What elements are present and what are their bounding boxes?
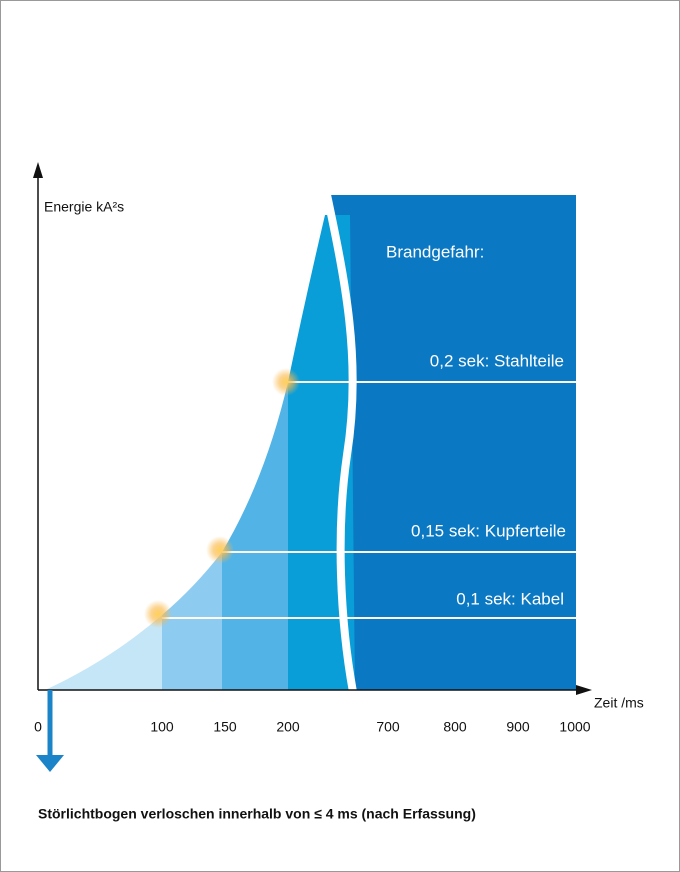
energy-area [45,215,355,690]
glow [144,600,172,628]
footer: Störlichtbogen verloschen innerhalb von … [38,806,476,822]
glow [272,368,300,396]
glow [206,536,234,564]
panel-title: Brandgefahr: [386,242,484,261]
annotation: 0,2 sek: Stahlteile [430,351,564,370]
x-axis-label: Zeit /ms [594,695,644,711]
x-tick-label: 900 [506,719,530,735]
x-tick-label: 1000 [559,719,590,735]
x-tick-label: 700 [376,719,400,735]
down-arrow-head [36,755,64,772]
annotation: 0,1 sek: Kabel [456,589,564,608]
x-arrow [576,685,592,695]
x-tick-label: 150 [213,719,237,735]
x-tick-label: 800 [443,719,467,735]
x-tick-label: 0 [34,719,42,735]
annotation: 0,15 sek: Kupferteile [411,521,566,540]
y-arrow [33,162,43,178]
y-axis-label: Energie kA²s [44,199,124,215]
danger-panel [330,195,576,690]
x-tick-label: 100 [150,719,174,735]
x-tick-label: 200 [276,719,300,735]
zone-3 [222,215,288,690]
